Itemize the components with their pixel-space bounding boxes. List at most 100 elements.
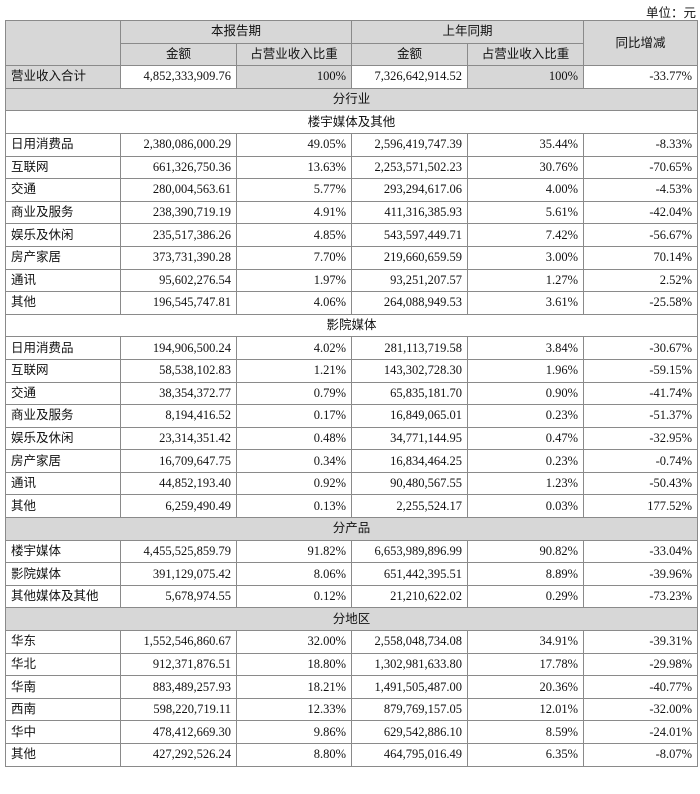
header-row-1: 本报告期 上年同期 同比增减: [5, 19, 699, 67]
prev-amount: 1,302,981,633.80: [351, 652, 469, 677]
table-row: 西南 598,220,719.11 12.33% 879,769,157.05 12.0…: [5, 697, 699, 722]
prev-amount: 281,113,719.58: [351, 336, 469, 360]
table-row: 其他媒体及其他 5,678,974.55 0.12% 21,210,622.02 0.2…: [5, 584, 699, 609]
table-row: 商业及服务 238,390,719.19 4.91% 411,316,385.93 5.…: [5, 200, 699, 225]
cur-amount: 427,292,526.24: [120, 743, 237, 767]
table-row: 房产家居 373,731,390.28 7.70% 219,660,659.59 3.0…: [5, 245, 699, 270]
cur-amount: 235,517,386.26: [120, 223, 237, 247]
cur-share: 8.80%: [235, 743, 353, 767]
table-row: 其他 196,545,747.81 4.06% 264,088,949.53 3.61%…: [5, 291, 699, 315]
cur-share: 18.21%: [235, 675, 353, 699]
row-label: 日用消费品: [5, 336, 121, 360]
yoy-change: -32.95%: [583, 426, 699, 451]
prev-share: 17.78%: [467, 652, 585, 677]
row-label: 影院媒体: [5, 562, 121, 586]
prev-share: 0.29%: [467, 584, 585, 609]
prev-amount: 651,442,395.51: [351, 562, 469, 586]
cur-share: 0.12%: [235, 584, 353, 609]
row-label: 日用消费品: [5, 132, 121, 157]
yoy-change: -39.31%: [583, 630, 699, 654]
prev-amount: 16,849,065.01: [351, 404, 469, 428]
yoy-change: -59.15%: [583, 358, 699, 383]
prev-share: 90.82%: [467, 539, 585, 564]
yoy-change: 177.52%: [583, 494, 699, 519]
total-cur-amount: 4,852,333,909.76: [120, 65, 237, 89]
cur-share: 32.00%: [235, 630, 353, 654]
total-cur-share: 100%: [235, 65, 353, 89]
section-row: 分产品: [4, 517, 699, 541]
prev-share: 3.61%: [467, 291, 585, 315]
prev-amount: 629,542,886.10: [351, 720, 469, 744]
row-label: 其他: [5, 743, 121, 767]
cur-amount: 95,602,276.54: [120, 268, 237, 293]
cur-share: 1.21%: [235, 358, 353, 383]
cur-amount: 238,390,719.19: [120, 200, 237, 225]
row-label: 其他媒体及其他: [5, 584, 121, 609]
yoy-change: -51.37%: [583, 404, 699, 428]
cur-share: 8.06%: [235, 562, 353, 586]
prev-amount: 65,835,181.70: [351, 381, 469, 406]
table-row: 通讯 44,852,193.40 0.92% 90,480,567.55 1.23% -5…: [5, 471, 699, 496]
yoy-change: -32.00%: [583, 697, 699, 722]
row-label: 交通: [5, 381, 121, 406]
cur-share: 12.33%: [235, 697, 353, 722]
yoy-change: -41.74%: [583, 381, 699, 406]
yoy-change: -70.65%: [583, 155, 699, 180]
cur-amount: 280,004,563.61: [120, 178, 237, 202]
table-row: 华南 883,489,257.93 18.21% 1,491,505,487.00 20…: [5, 675, 699, 699]
cur-share: 4.91%: [235, 200, 353, 225]
cur-share: 4.85%: [235, 223, 353, 247]
prev-share: 8.59%: [467, 720, 585, 744]
row-label: 其他: [5, 494, 121, 519]
total-change: -33.77%: [583, 65, 699, 89]
prev-amount: 34,771,144.95: [351, 426, 469, 451]
cur-amount: 1,552,546,860.67: [120, 630, 237, 654]
subsection-building-media: 楼宇媒体及其他: [4, 110, 699, 134]
cur-amount: 8,194,416.52: [120, 404, 237, 428]
row-label: 华东: [5, 630, 121, 654]
prev-share: 1.27%: [467, 268, 585, 293]
header-prev-share: 占营业收入比重: [467, 42, 585, 67]
yoy-change: -25.58%: [583, 291, 699, 315]
row-label: 通讯: [5, 471, 121, 496]
prev-amount: 411,316,385.93: [351, 200, 469, 225]
prev-amount: 2,255,524.17: [351, 494, 469, 519]
cur-amount: 44,852,193.40: [120, 471, 237, 496]
cur-share: 7.70%: [235, 245, 353, 270]
table-row: 娱乐及休闲 235,517,386.26 4.85% 543,597,449.71 7.…: [5, 223, 699, 247]
total-prev-amount: 7,326,642,914.52: [351, 65, 469, 89]
prev-share: 1.23%: [467, 471, 585, 496]
yoy-change: -29.98%: [583, 652, 699, 677]
header-blank: [5, 19, 121, 67]
table-row: 交通 280,004,563.61 5.77% 293,294,617.06 4.00%…: [5, 178, 699, 202]
cur-amount: 4,455,525,859.79: [120, 539, 237, 564]
cur-amount: 391,129,075.42: [120, 562, 237, 586]
table-row: 互联网 661,326,750.36 13.63% 2,253,571,502.23 3…: [5, 155, 699, 180]
prev-share: 0.23%: [467, 404, 585, 428]
cur-amount: 6,259,490.49: [120, 494, 237, 519]
cur-share: 1.97%: [235, 268, 353, 293]
prev-amount: 2,596,419,747.39: [351, 132, 469, 157]
prev-amount: 21,210,622.02: [351, 584, 469, 609]
row-label: 华南: [5, 675, 121, 699]
prev-share: 3.84%: [467, 336, 585, 360]
prev-share: 1.96%: [467, 358, 585, 383]
cur-amount: 661,326,750.36: [120, 155, 237, 180]
cur-share: 0.79%: [235, 381, 353, 406]
yoy-change: -30.67%: [583, 336, 699, 360]
cur-share: 13.63%: [235, 155, 353, 180]
cur-amount: 2,380,086,000.29: [120, 132, 237, 157]
cur-amount: 16,709,647.75: [120, 449, 237, 473]
row-label: 商业及服务: [5, 404, 121, 428]
row-label: 交通: [5, 178, 121, 202]
header-prev-amount: 金额: [351, 42, 469, 67]
cur-amount: 373,731,390.28: [120, 245, 237, 270]
yoy-change: -42.04%: [583, 200, 699, 225]
table-row: 其他 6,259,490.49 0.13% 2,255,524.17 0.03% 177.…: [5, 494, 699, 519]
total-row: 营业收入合计 4,852,333,909.76 100% 7,326,642,9…: [5, 65, 699, 89]
row-label: 楼宇媒体: [5, 539, 121, 564]
row-label: 房产家居: [5, 449, 121, 473]
prev-amount: 2,253,571,502.23: [351, 155, 469, 180]
prev-share: 5.61%: [467, 200, 585, 225]
row-label: 华北: [5, 652, 121, 677]
